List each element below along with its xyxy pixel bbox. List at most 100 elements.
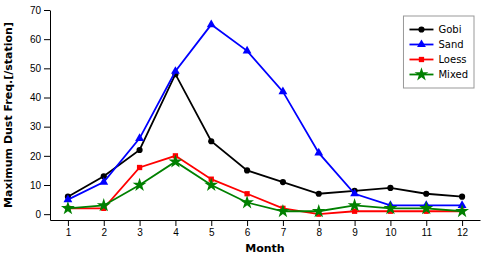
legend-item: Sand xyxy=(409,39,463,50)
marker xyxy=(208,138,214,144)
line xyxy=(68,162,462,212)
marker xyxy=(240,195,254,208)
legend-marker xyxy=(419,57,424,62)
tick-label: 20 xyxy=(30,151,42,162)
tick: 5 xyxy=(209,220,215,238)
marker xyxy=(276,204,290,217)
tick: 0 xyxy=(35,209,50,220)
legend-marker xyxy=(418,26,424,32)
tick-label: 10 xyxy=(30,180,42,191)
y-axis: 0 10 20 30 40 50 60 70 xyxy=(30,5,51,221)
tick-label: 60 xyxy=(30,34,42,45)
tick-label: 3 xyxy=(137,227,143,238)
marker xyxy=(316,191,322,197)
tick: 3 xyxy=(137,220,143,238)
marker xyxy=(459,194,465,200)
tick-mark xyxy=(44,68,50,69)
tick-mark xyxy=(175,220,176,226)
tick: 30 xyxy=(30,121,50,132)
marker xyxy=(312,204,326,217)
legend-item: Loess xyxy=(409,54,466,65)
tick-label: 1 xyxy=(66,227,72,238)
marker xyxy=(99,177,108,185)
marker xyxy=(244,167,250,173)
tick-mark xyxy=(211,220,212,226)
legend-item: Mixed xyxy=(409,67,468,80)
line xyxy=(68,156,462,214)
axis-domain xyxy=(50,11,51,221)
marker xyxy=(63,194,72,202)
tick: 8 xyxy=(316,220,322,238)
x-axis: 123456789101112 xyxy=(51,220,481,238)
marker xyxy=(97,198,111,211)
marker xyxy=(423,191,429,197)
tick-label: 9 xyxy=(352,227,358,238)
tick-mark xyxy=(44,10,50,11)
legend-label: Mixed xyxy=(438,69,468,80)
legend: Gobi Sand Loess Mixed xyxy=(403,16,474,88)
tick-mark xyxy=(44,39,50,40)
tick: 11 xyxy=(422,220,433,238)
chart: 123456789101112010203040506070MonthMaxim… xyxy=(0,0,492,258)
marker xyxy=(207,19,216,27)
marker xyxy=(348,198,362,211)
marker xyxy=(314,148,323,156)
legend-label: Sand xyxy=(438,39,463,50)
marker xyxy=(278,87,287,95)
marker xyxy=(455,204,469,217)
tick-label: 10 xyxy=(385,227,397,238)
tick: 12 xyxy=(457,220,469,238)
tick: 60 xyxy=(30,34,50,45)
legend-marker xyxy=(415,67,429,80)
tick-mark xyxy=(140,220,141,226)
marker xyxy=(133,178,147,191)
tick-label: 12 xyxy=(457,227,469,238)
tick-mark xyxy=(247,220,248,226)
marker xyxy=(387,185,393,191)
tick: 40 xyxy=(30,92,50,103)
tick-label: 4 xyxy=(173,227,179,238)
tick: 20 xyxy=(30,151,50,162)
tick-label: 40 xyxy=(30,92,42,103)
tick: 10 xyxy=(30,180,50,191)
tick-label: 8 xyxy=(316,227,322,238)
tick-mark xyxy=(44,185,50,186)
tick-label: 30 xyxy=(30,121,42,132)
marker xyxy=(243,46,252,54)
tick: 70 xyxy=(30,5,50,16)
tick-mark xyxy=(68,220,69,226)
tick-mark xyxy=(44,156,50,157)
marker xyxy=(61,201,75,214)
tick-mark xyxy=(283,220,284,226)
marker xyxy=(280,179,286,185)
x-axis-title: Month xyxy=(245,242,284,255)
series xyxy=(61,154,469,217)
tick-label: 50 xyxy=(30,63,42,74)
marker xyxy=(419,201,433,214)
tick-mark xyxy=(44,127,50,128)
tick-mark xyxy=(355,220,356,226)
tick-mark xyxy=(44,214,50,215)
axis-domain xyxy=(51,220,481,221)
legend-marker xyxy=(417,39,426,47)
legend-label: Gobi xyxy=(438,24,461,35)
tick-label: 6 xyxy=(245,227,251,238)
tick-label: 0 xyxy=(35,209,41,220)
tick-mark xyxy=(426,220,427,226)
tick-mark xyxy=(390,220,391,226)
tick-label: 70 xyxy=(30,5,42,16)
tick-label: 5 xyxy=(209,227,215,238)
series xyxy=(65,71,465,200)
tick-label: 7 xyxy=(281,227,287,238)
marker xyxy=(137,165,142,170)
marker xyxy=(168,154,182,167)
tick: 4 xyxy=(173,220,179,238)
marker xyxy=(383,201,397,214)
tick: 50 xyxy=(30,63,50,74)
tick: 7 xyxy=(281,220,287,238)
legend-frame xyxy=(403,16,474,88)
tick: 2 xyxy=(101,220,107,238)
marker xyxy=(136,147,142,153)
legend-item: Gobi xyxy=(409,24,461,35)
tick: 9 xyxy=(352,220,358,238)
